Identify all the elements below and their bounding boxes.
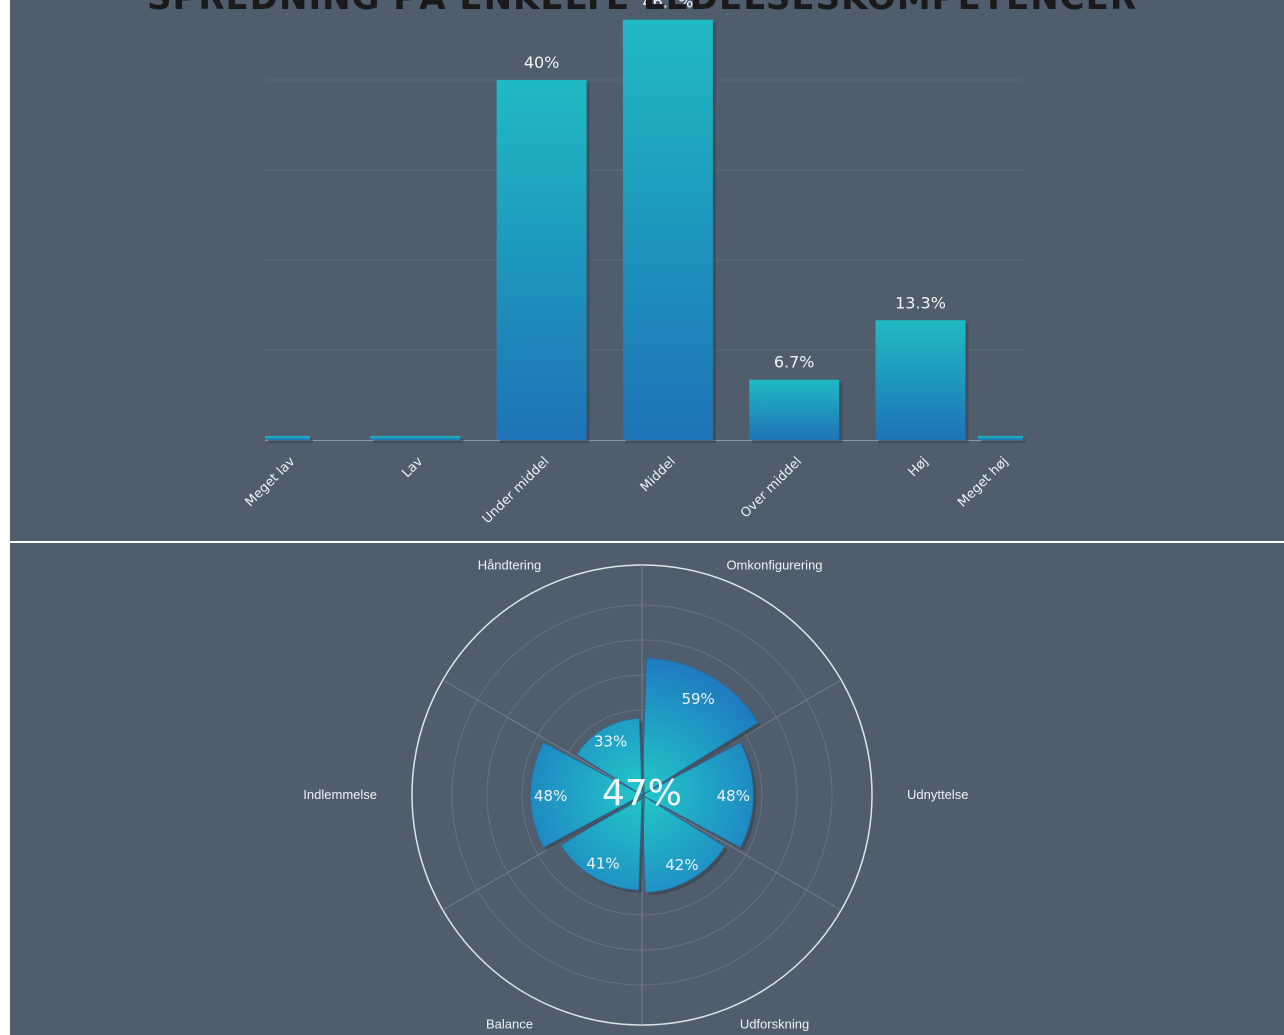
- bar-meget-høj: [978, 436, 1023, 440]
- bar-chart-panel: 40% 46.7% 6.7% 13.3% Meget lav Lav Under midd…: [10, 0, 1284, 541]
- bar-shadow: [268, 439, 313, 443]
- bar-data-label: 40%: [524, 53, 560, 72]
- rose-segment-balance: [560, 794, 643, 891]
- bar-meget-lav: [265, 436, 310, 440]
- rose-segment-håndtering: [576, 718, 643, 796]
- page-title: SPREDNING PÅ ENKELTE LEDELSESKOMPETENCER: [0, 0, 1284, 18]
- bar-chart: 40% 46.7% 6.7% 13.3% Meget lav Lav Under midd…: [242, 0, 1026, 527]
- x-tick-label: Meget høj: [955, 454, 1011, 510]
- rose-value-label: 33%: [594, 733, 627, 751]
- rose-chart: 59% Omkonfigurering 48% Udnyttelse 42% Udfors…: [303, 558, 968, 1032]
- bar-lav: [370, 436, 461, 440]
- bar-data-label: 46.7%: [642, 0, 693, 12]
- rose-segment-udforskning: [641, 794, 726, 893]
- bar-data-label: 6.7%: [774, 353, 815, 372]
- rose-value-label: 42%: [665, 856, 698, 874]
- x-tick-label: Under middel: [480, 454, 553, 527]
- bar-data-label: 13.3%: [895, 293, 946, 312]
- rose-value-label: 41%: [586, 855, 619, 873]
- rose-segment-indlemmelse: [530, 742, 643, 848]
- bar-høj: [875, 320, 966, 440]
- rose-axis-name: Balance: [486, 1016, 533, 1031]
- bar-over-middel: [749, 379, 840, 440]
- rose-center-value: 47%: [602, 773, 682, 814]
- rose-value-label: 48%: [534, 787, 567, 805]
- bar-shadow: [981, 439, 1026, 443]
- rose-axis-name: Håndtering: [478, 558, 542, 573]
- rose-axis-name: Indlemmelse: [303, 787, 377, 802]
- x-tick-label: Meget lav: [242, 454, 298, 510]
- rose-axis-name: Omkonfigurering: [726, 558, 822, 573]
- rose-segment-omkonfigurering: [641, 657, 759, 796]
- rose-axis-name: Udnyttelse: [907, 787, 968, 802]
- rose-chart-panel: 59% Omkonfigurering 48% Udnyttelse 42% Udfors…: [10, 543, 1284, 1035]
- rose-value-label: 48%: [717, 787, 750, 805]
- rose-value-label: 59%: [681, 690, 714, 708]
- rose-segment-udnyttelse: [641, 742, 754, 848]
- bar-middel: [622, 19, 713, 440]
- bar-under-middel: [496, 80, 587, 440]
- rose-axis-name: Udforskning: [740, 1016, 809, 1031]
- rose-spoke: [641, 794, 842, 911]
- x-tick-label: Lav: [399, 454, 426, 481]
- x-tick-label: Høj: [906, 454, 932, 480]
- x-tick-label: Over middel: [738, 454, 805, 521]
- bar-shadow: [373, 439, 464, 443]
- rose-spoke: [442, 679, 643, 796]
- x-tick-label: Middel: [638, 454, 679, 495]
